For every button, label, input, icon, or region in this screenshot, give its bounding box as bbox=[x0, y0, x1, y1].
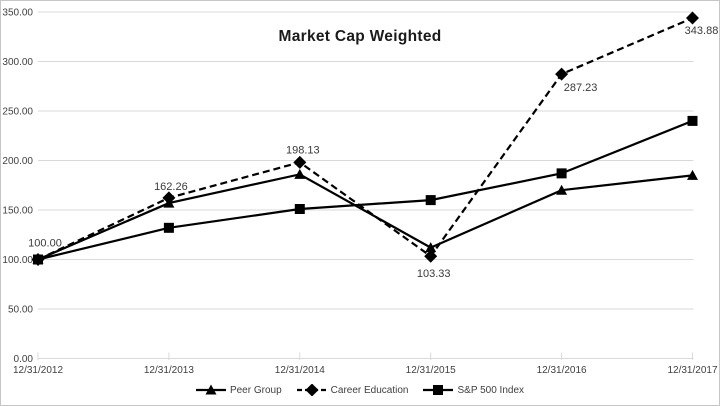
square-data-point bbox=[687, 115, 698, 126]
x-axis-tick-label: 12/31/2017 bbox=[667, 365, 717, 376]
x-axis-tick-label: 12/31/2013 bbox=[144, 365, 194, 376]
diamond-legend-glyph bbox=[305, 384, 319, 396]
square-legend-glyph bbox=[433, 385, 444, 395]
data-label: 343.88 bbox=[685, 25, 719, 37]
series-career-education bbox=[31, 11, 699, 266]
data-label: 162.26 bbox=[154, 181, 188, 193]
y-axis-tick-label: 250.00 bbox=[2, 107, 33, 118]
legend: Peer Group Career Education S&P 500 Inde… bbox=[1, 383, 719, 397]
triangle-data-point bbox=[687, 169, 698, 180]
legend-label-peer-group: Peer Group bbox=[229, 384, 282, 396]
x-axis-tick-label: 12/31/2015 bbox=[406, 365, 456, 376]
y-axis-tick-label: 300.00 bbox=[2, 57, 33, 68]
triangle-line-marker-icon bbox=[195, 384, 226, 395]
square-data-point bbox=[425, 195, 436, 206]
square-data-point bbox=[163, 222, 174, 233]
series-line-peer-group bbox=[37, 173, 693, 261]
legend-item-peer-group: Peer Group bbox=[195, 384, 282, 396]
y-axis-tick-label: 350.00 bbox=[2, 8, 33, 19]
data-label: 287.23 bbox=[564, 82, 598, 94]
legend-label-sp500-index: S&P 500 Index bbox=[457, 384, 525, 396]
diamond-dashed-line-marker-icon bbox=[296, 384, 327, 396]
y-axis-tick-label: 100.00 bbox=[2, 255, 33, 266]
y-axis-tick-label: 50.00 bbox=[8, 305, 33, 316]
legend-label-career-education: Career Education bbox=[330, 384, 409, 396]
triangle-data-point bbox=[556, 184, 568, 195]
diamond-data-point bbox=[555, 67, 569, 81]
diamond-data-point bbox=[162, 191, 176, 205]
series-line-career-education bbox=[37, 17, 693, 261]
y-axis-tick-label: 0.00 bbox=[14, 354, 34, 365]
legend-item-sp500-index: S&P 500 Index bbox=[423, 384, 524, 396]
x-axis-tick-label: 12/31/2016 bbox=[537, 365, 587, 376]
y-axis-tick-label: 200.00 bbox=[2, 156, 33, 167]
x-axis-tick-label: 12/31/2012 bbox=[13, 365, 63, 376]
series-s-p-500-index bbox=[33, 115, 698, 265]
diamond-data-point bbox=[686, 11, 699, 25]
data-label: 100.00 bbox=[28, 238, 62, 250]
triangle-data-point bbox=[425, 242, 437, 253]
chart-title: Market Cap Weighted bbox=[278, 28, 442, 45]
triangle-data-point bbox=[294, 168, 306, 179]
y-axis-tick-label: 150.00 bbox=[2, 206, 33, 217]
square-data-point bbox=[33, 254, 43, 265]
square-data-point bbox=[556, 168, 567, 179]
diamond-data-point bbox=[424, 249, 438, 263]
diamond-data-point bbox=[293, 155, 307, 169]
series-line-s-p-500-index bbox=[37, 119, 693, 261]
square-line-marker-icon bbox=[423, 385, 454, 395]
data-label: 103.33 bbox=[417, 268, 451, 280]
square-data-point bbox=[294, 204, 305, 215]
x-axis-tick-label: 12/31/2014 bbox=[275, 365, 325, 376]
series-peer-group bbox=[32, 168, 698, 264]
legend-item-career-education: Career Education bbox=[296, 384, 409, 396]
triangle-legend-glyph bbox=[205, 384, 217, 395]
data-label: 198.13 bbox=[286, 144, 320, 156]
